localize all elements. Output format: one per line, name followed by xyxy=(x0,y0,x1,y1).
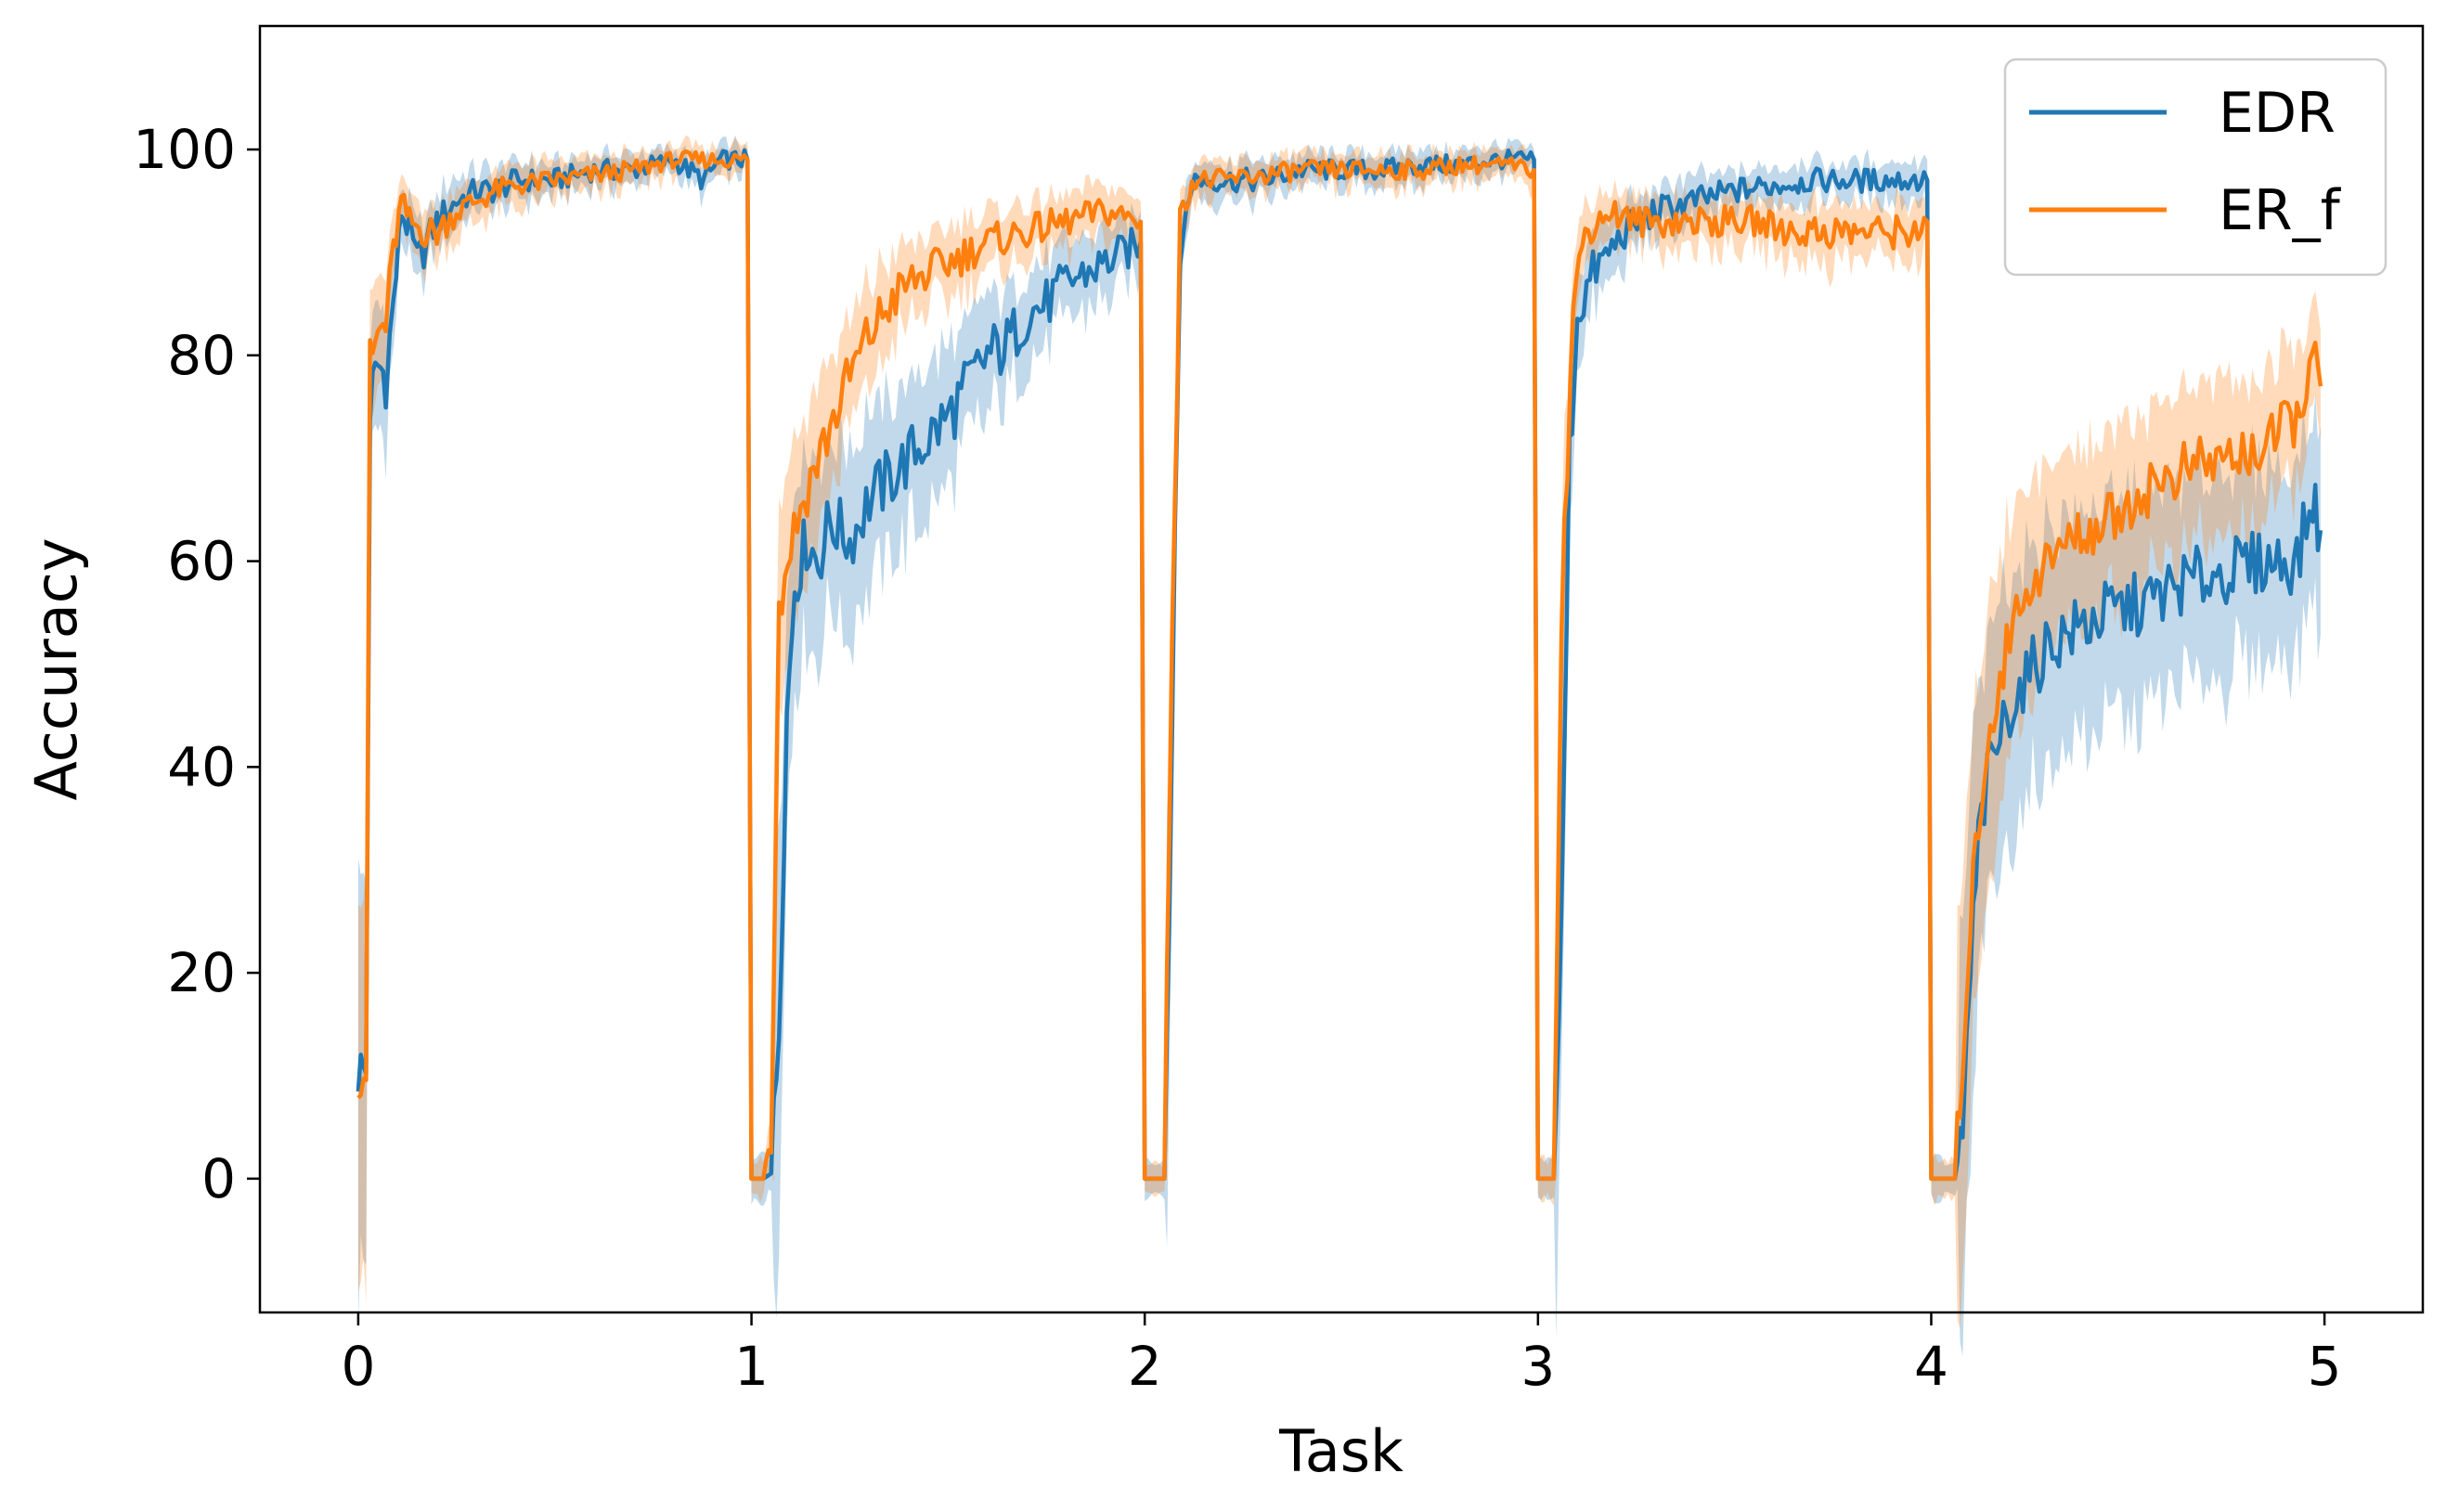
x-tick-label: 5 xyxy=(2308,1335,2342,1398)
x-axis-ticks: 0 1 2 3 4 5 xyxy=(341,1312,2342,1398)
legend-label-er-f: ER_f xyxy=(2219,178,2342,243)
y-tick-label: 40 xyxy=(167,735,236,798)
x-tick-label: 4 xyxy=(1914,1335,1948,1398)
y-axis-label: Accuracy xyxy=(22,537,90,800)
series-lines xyxy=(356,148,2323,1182)
x-axis-label: Task xyxy=(1278,1417,1404,1485)
x-tick-label: 2 xyxy=(1128,1335,1162,1398)
x-tick-label: 3 xyxy=(1521,1335,1555,1398)
x-tick-label: 0 xyxy=(341,1335,375,1398)
y-tick-label: 20 xyxy=(167,941,236,1004)
plot-frame xyxy=(258,24,2425,1314)
y-tick-label: 60 xyxy=(167,530,236,593)
y-tick-label: 100 xyxy=(133,118,236,181)
legend-label-edr: EDR xyxy=(2219,81,2336,146)
legend: EDR ER_f xyxy=(2003,58,2388,277)
y-axis-ticks: 0 20 40 60 80 100 xyxy=(133,118,260,1210)
line-er-f xyxy=(356,149,2323,1182)
x-tick-label: 1 xyxy=(734,1335,769,1398)
y-tick-label: 0 xyxy=(201,1147,236,1210)
y-tick-label: 80 xyxy=(167,324,236,387)
